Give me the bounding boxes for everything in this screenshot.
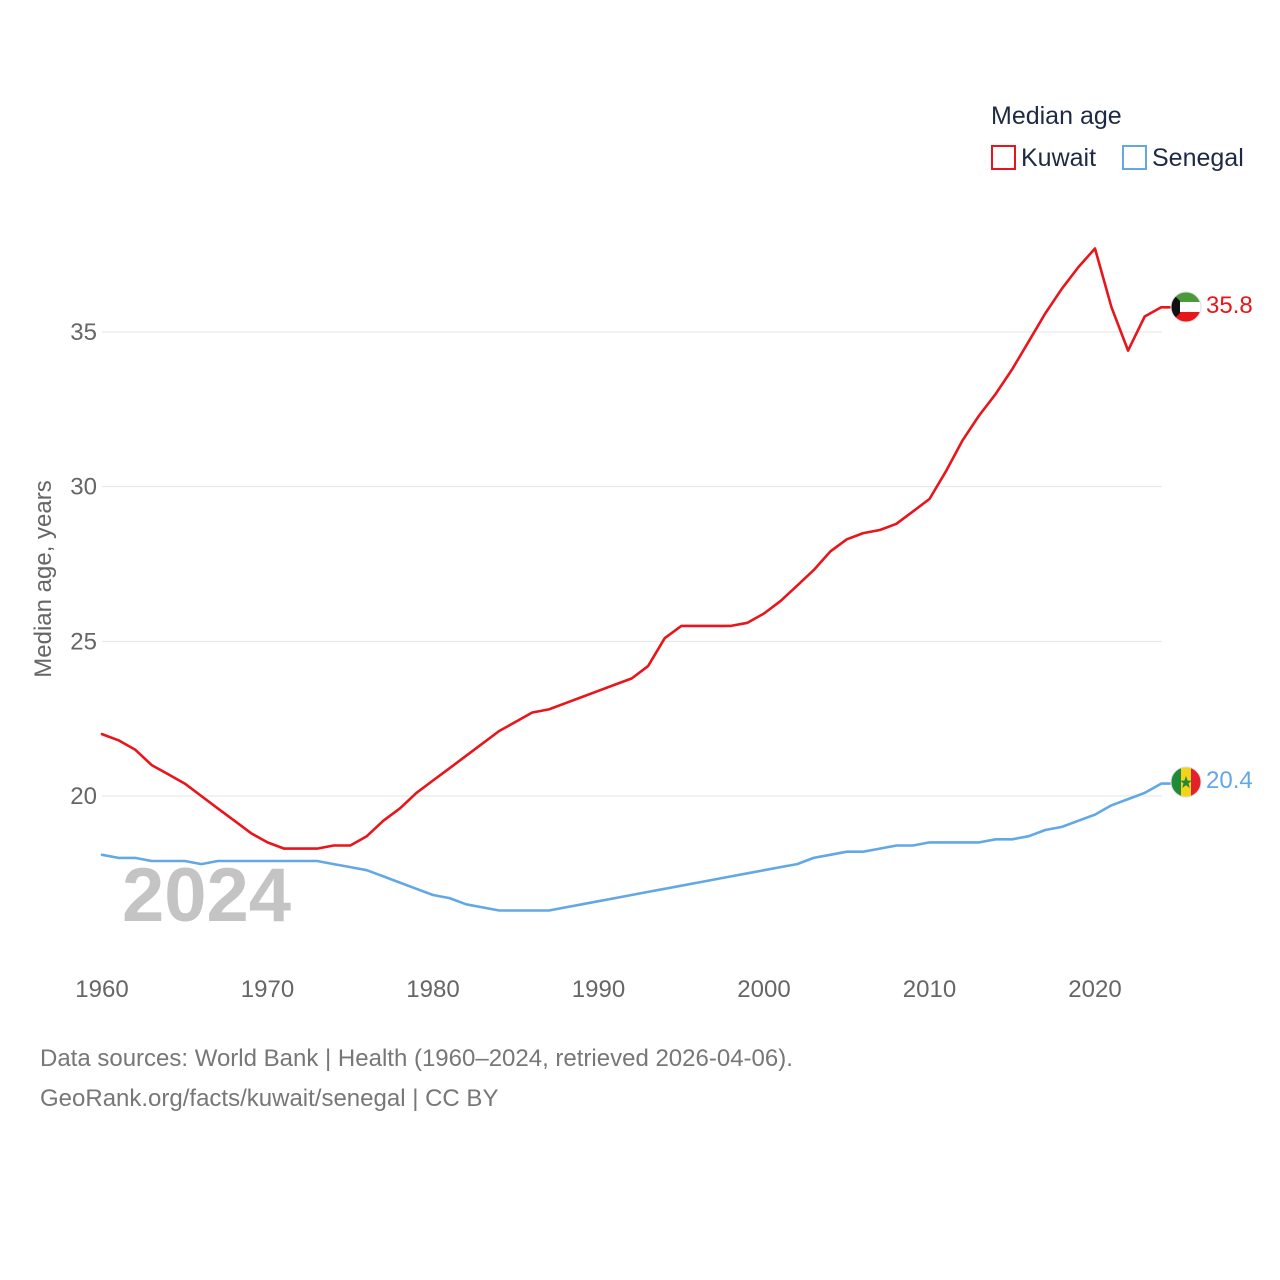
attribution-link[interactable]: GeoRank.org/facts/kuwait/senegal | CC BY	[40, 1085, 499, 1112]
x-tick-label-2020: 2020	[1068, 976, 1121, 1003]
legend-swatch-kuwait	[991, 145, 1016, 170]
gridlines	[102, 331, 1162, 797]
legend-title: Median age	[991, 102, 1122, 130]
legend-item-senegal[interactable]: Senegal	[1122, 144, 1244, 172]
legend-label-kuwait: Kuwait	[1021, 144, 1096, 172]
end-label-senegal: 20.4	[1206, 767, 1253, 794]
legend-label-senegal: Senegal	[1152, 144, 1244, 172]
y-tick-label-30: 30	[70, 474, 97, 501]
x-tick-label-1970: 1970	[241, 976, 294, 1003]
x-tick-label-1980: 1980	[406, 976, 459, 1003]
y-axis-title: Median age, years	[30, 480, 57, 677]
series-line-kuwait	[100, 247, 1172, 850]
current-year-watermark: 2024	[122, 853, 291, 938]
source-note: Data sources: World Bank | Health (1960–…	[40, 1045, 793, 1072]
x-tick-label-2010: 2010	[903, 976, 956, 1003]
x-tick-label-2000: 2000	[737, 976, 790, 1003]
series-line-senegal	[100, 782, 1172, 912]
senegal-flag-icon	[1171, 767, 1201, 797]
legend-item-kuwait[interactable]: Kuwait	[991, 144, 1096, 172]
legend: Median age Kuwait Senegal	[991, 102, 1244, 172]
x-axis-ticks: 1960 1970 1980 1990 2000 2010 2020	[75, 976, 1121, 1003]
x-tick-label-1990: 1990	[572, 976, 625, 1003]
y-tick-label-35: 35	[70, 319, 97, 346]
x-tick-label-1960: 1960	[75, 976, 128, 1003]
y-axis-ticks: 20 25 30 35	[70, 319, 97, 810]
y-tick-label-20: 20	[70, 783, 97, 810]
series-lines	[100, 247, 1172, 912]
legend-swatch-senegal	[1122, 145, 1147, 170]
y-tick-label-25: 25	[70, 628, 97, 655]
end-label-kuwait: 35.8	[1206, 292, 1253, 319]
